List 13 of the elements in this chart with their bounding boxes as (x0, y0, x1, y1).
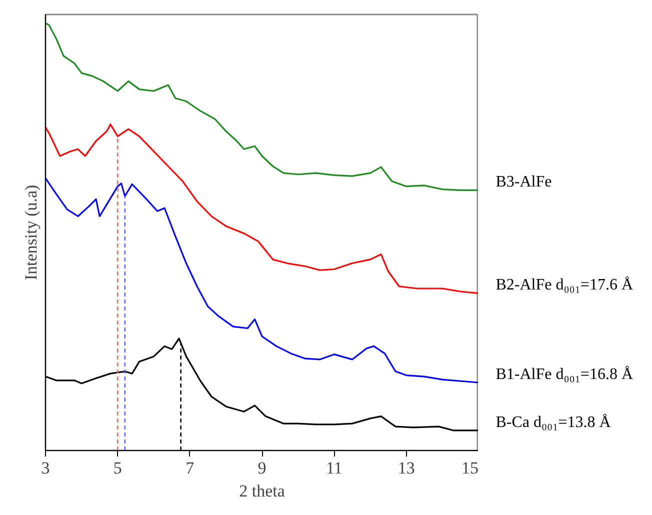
series-label: B1-AlFe d₀₀₁=16.8 Å (496, 365, 634, 384)
series-label: B2-AlFe d₀₀₁=17.6 Å (496, 276, 634, 294)
x-tick-label: 7 (186, 458, 195, 478)
x-tick-label: 15 (462, 458, 478, 478)
x-axis-title: 2 theta (239, 482, 286, 500)
series-label: B3-AlFe (496, 174, 552, 191)
series-label: B-Ca d₀₀₁=13.8 Å (496, 412, 612, 431)
x-tick-label: 9 (258, 458, 266, 478)
x-tick-label: 13 (398, 458, 415, 478)
x-tick-label: 3 (41, 458, 50, 478)
y-axis-title: Intensity (u.a) (22, 184, 40, 280)
x-tick-label: 11 (326, 458, 342, 478)
x-tick-label: 5 (113, 458, 122, 478)
